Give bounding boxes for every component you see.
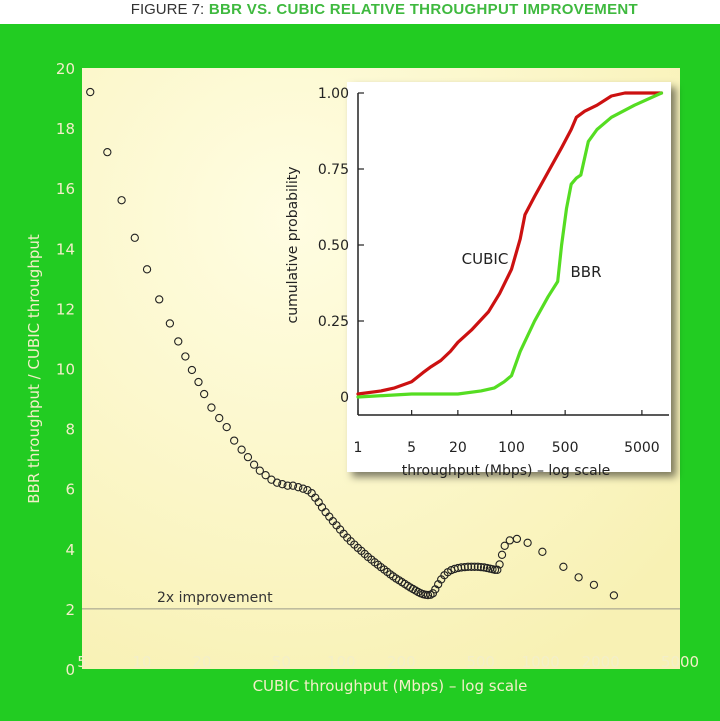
scatter-point <box>473 562 483 571</box>
y-tick-label: 18 <box>56 120 75 138</box>
figure-title-main: BBR VS. CUBIC RELATIVE THROUGHPUT IMPROV… <box>208 1 638 18</box>
y-tick-label: 16 <box>56 180 75 198</box>
scatter-point <box>426 590 435 599</box>
scatter-point <box>589 580 599 590</box>
inset-y-tick-label: 0.75 <box>318 162 349 178</box>
scatter-point <box>272 478 282 487</box>
figure-title: FIGURE 7: BBR VS. CUBIC RELATIVE THROUGH… <box>0 0 720 24</box>
scatter-point <box>181 352 190 361</box>
inset-x-tick-label: 20 <box>449 440 467 456</box>
scatter-point <box>86 87 95 97</box>
x-tick-label: 5000 <box>661 653 699 671</box>
scatter-point <box>222 422 231 432</box>
scatter-point <box>165 319 175 328</box>
scatter-point <box>467 562 476 571</box>
scatter-point <box>215 413 224 423</box>
y-axis-label: BBR throughput / CUBIC throughput <box>25 234 43 504</box>
x-tick-label: 500 <box>466 653 495 671</box>
scatter-point <box>207 403 216 412</box>
inset-y-tick-label: 0.25 <box>318 314 349 330</box>
scatter-point <box>303 486 312 495</box>
scatter-point <box>500 541 509 550</box>
scatter-point <box>559 562 568 571</box>
inset-axes: 0 0.25 0.50 0.75 1.00 1 5 20 100 500 5000 throughpu… <box>285 86 669 479</box>
inset-x-tick-label: 1 <box>354 440 363 456</box>
y-tick-label: 12 <box>56 300 75 318</box>
x-tick-label: 50 <box>272 653 291 671</box>
main-scatter-series <box>86 87 619 600</box>
x-axis-label: CUBIC throughput (Mbps) – log scale <box>253 677 528 695</box>
inset-x-tick-label: 5 <box>407 440 416 456</box>
scatter-point <box>243 452 253 462</box>
scatter-point <box>155 295 164 304</box>
scatter-point <box>288 481 298 490</box>
inset-series: CUBIC BBR <box>356 91 664 399</box>
inset-x-tick-label: 500 <box>552 440 579 456</box>
x-tick-label: 10 <box>132 653 151 671</box>
y-tick-label: 2 <box>65 601 75 619</box>
scatter-point <box>255 466 264 475</box>
scatter-point <box>493 565 502 574</box>
series-line-bbr <box>356 91 664 399</box>
inset-x-tick-label: 100 <box>498 440 525 456</box>
y-tick-label: 8 <box>65 421 75 439</box>
scatter-point <box>463 562 473 571</box>
scatter-point <box>460 562 469 572</box>
scatter-point <box>103 147 112 157</box>
scatter-point <box>294 483 303 492</box>
scatter-point <box>470 562 479 571</box>
scatter-point <box>194 377 203 387</box>
scatter-point <box>249 460 259 469</box>
x-tick-label: 200 <box>387 653 416 671</box>
x-tick-label: 100 <box>327 653 356 671</box>
scatter-point <box>512 534 522 544</box>
inset-cdf-chart: 0 0.25 0.50 0.75 1.00 1 5 20 100 500 5000 throughpu… <box>285 82 671 479</box>
inset-y-tick-label: 1.00 <box>318 86 349 102</box>
scatter-point <box>490 565 500 574</box>
series-label-bbr: BBR <box>570 263 601 281</box>
inset-y-tick-label: 0.50 <box>318 238 349 254</box>
figure-title-lead: FIGURE 7: <box>130 1 205 18</box>
inset-x-tick-label: 5000 <box>624 440 660 456</box>
scatter-point <box>278 480 287 489</box>
scatter-point <box>497 550 507 559</box>
scatter-point <box>574 573 583 582</box>
inset-y-axis-label: cumulative probability <box>285 167 301 324</box>
scatter-point <box>523 538 532 547</box>
scatter-point <box>298 484 308 493</box>
scatter-point <box>283 481 292 490</box>
y-tick-label: 10 <box>56 361 75 379</box>
y-tick-label: 14 <box>56 240 75 258</box>
x-tick-label: 20 <box>192 653 211 671</box>
scatter-point <box>609 591 619 600</box>
scatter-point <box>174 337 183 346</box>
scatter-point <box>261 471 270 480</box>
y-tick-label: 0 <box>65 661 75 679</box>
scatter-point <box>479 563 489 572</box>
scatter-point <box>199 389 209 399</box>
scatter-point <box>187 365 197 375</box>
inset-y-tick-label: 0 <box>340 390 349 406</box>
y-tick-label: 4 <box>65 541 75 559</box>
scatter-point <box>230 436 239 445</box>
scatter-point <box>495 560 504 569</box>
series-label-cubic: CUBIC <box>462 250 509 268</box>
series-line-cubic <box>356 91 664 396</box>
inset-x-axis-label: throughput (Mbps) – log scale <box>402 463 611 479</box>
x-tick-label: 5 <box>77 653 87 671</box>
y-tick-label: 6 <box>65 481 75 499</box>
scatter-point <box>117 196 126 205</box>
scatter-point <box>538 547 547 556</box>
scatter-point <box>142 265 152 274</box>
y-tick-label: 20 <box>56 60 75 78</box>
reference-line-label: 2x improvement <box>157 590 273 606</box>
x-tick-label: 1000 <box>522 653 560 671</box>
x-tick-label: 2000 <box>582 653 620 671</box>
scatter-point <box>476 562 486 572</box>
scatter-point <box>237 445 246 454</box>
scatter-point <box>130 233 139 242</box>
